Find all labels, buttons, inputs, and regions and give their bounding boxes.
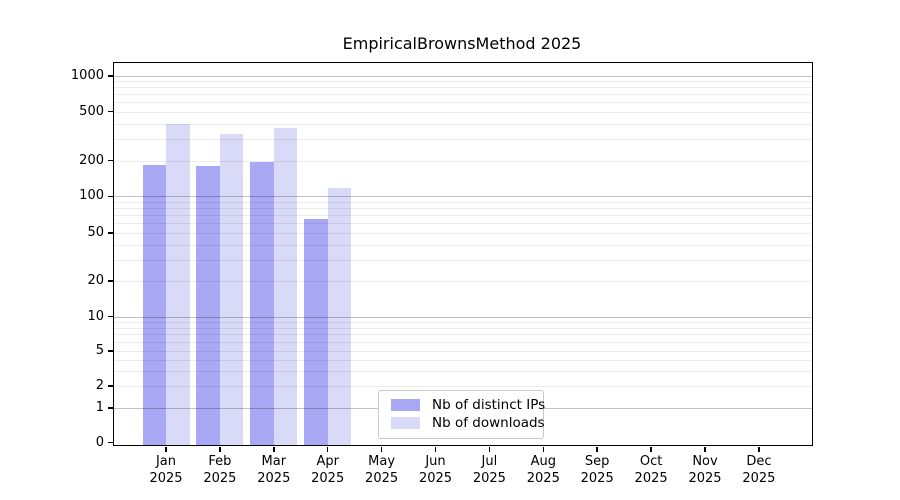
x-tick-mark bbox=[650, 446, 652, 452]
y-tick-label: 20 bbox=[87, 273, 104, 288]
bar-downloads-mar bbox=[273, 128, 298, 445]
bar-downloads-apr bbox=[327, 188, 352, 445]
legend-label-distinct-ips: Nb of distinct IPs bbox=[432, 397, 546, 413]
bar-distinct-ips-apr bbox=[304, 219, 328, 445]
x-tick-label: Aug 2025 bbox=[526, 454, 560, 486]
legend-label-downloads: Nb of downloads bbox=[432, 415, 545, 431]
x-tick-label: May 2025 bbox=[365, 454, 399, 486]
x-tick-label: Dec 2025 bbox=[742, 454, 776, 486]
y-tick-mark bbox=[107, 75, 113, 77]
x-tick-mark bbox=[488, 446, 491, 452]
chart-title: EmpiricalBrownsMethod 2025 bbox=[342, 34, 582, 53]
y-tick-mark bbox=[107, 280, 113, 282]
y-tick-mark bbox=[107, 407, 113, 409]
bar-distinct-ips-feb bbox=[196, 165, 220, 445]
minor-gridline bbox=[114, 138, 812, 140]
y-tick-mark bbox=[107, 315, 113, 318]
x-tick-mark bbox=[758, 446, 760, 452]
bar-downloads-feb bbox=[219, 133, 244, 445]
x-tick-label: Mar 2025 bbox=[257, 454, 291, 486]
minor-gridline bbox=[114, 87, 812, 89]
y-tick-mark bbox=[107, 195, 113, 198]
x-tick-label: Sep 2025 bbox=[580, 454, 614, 486]
legend-swatch-downloads bbox=[391, 417, 420, 429]
y-tick-label: 2 bbox=[95, 378, 104, 393]
y-tick-mark bbox=[107, 110, 113, 113]
bar-distinct-ips-mar bbox=[250, 162, 274, 445]
minor-gridline bbox=[114, 123, 812, 125]
x-tick-label: Apr 2025 bbox=[311, 454, 345, 486]
y-tick-label: 0 bbox=[95, 434, 104, 450]
x-tick-mark bbox=[219, 446, 221, 452]
bar-distinct-ips-jan bbox=[142, 165, 166, 445]
y-tick-mark bbox=[107, 385, 113, 387]
x-tick-mark bbox=[596, 446, 598, 452]
y-tick-mark bbox=[107, 159, 113, 162]
minor-gridline bbox=[114, 81, 812, 83]
x-tick-mark bbox=[326, 446, 329, 452]
minor-gridline bbox=[114, 102, 812, 104]
legend: Nb of distinct IPs Nb of downloads bbox=[378, 390, 546, 439]
y-tick-label: 100 bbox=[79, 188, 104, 204]
bar-downloads-jan bbox=[166, 124, 190, 445]
x-tick-label: Jul 2025 bbox=[472, 454, 506, 486]
y-tick-mark bbox=[107, 441, 113, 444]
x-tick-mark bbox=[165, 446, 167, 452]
y-tick-label: 5 bbox=[95, 343, 104, 358]
x-tick-mark bbox=[542, 446, 545, 452]
minor-gridline bbox=[114, 160, 812, 162]
x-tick-mark bbox=[704, 446, 706, 452]
y-tick-label: 50 bbox=[87, 225, 104, 240]
x-tick-label: Oct 2025 bbox=[634, 454, 668, 486]
y-tick-mark bbox=[107, 350, 113, 352]
x-tick-mark bbox=[273, 446, 275, 452]
legend-item-downloads: Nb of downloads bbox=[379, 414, 545, 432]
y-tick-label: 1000 bbox=[70, 68, 104, 83]
x-tick-label: Jun 2025 bbox=[418, 454, 453, 486]
legend-item-distinct-ips: Nb of distinct IPs bbox=[379, 396, 546, 414]
major-gridline bbox=[114, 76, 812, 77]
y-tick-label: 200 bbox=[79, 152, 104, 168]
minor-gridline bbox=[114, 111, 812, 113]
x-tick-mark bbox=[434, 446, 437, 452]
minor-gridline bbox=[114, 94, 812, 96]
x-tick-mark bbox=[380, 446, 383, 452]
y-tick-label: 500 bbox=[79, 103, 104, 119]
y-tick-mark bbox=[107, 232, 113, 234]
x-tick-label: Feb 2025 bbox=[203, 454, 237, 486]
x-tick-label: Nov 2025 bbox=[688, 454, 722, 486]
y-tick-label: 1 bbox=[95, 400, 104, 415]
plot-area: 0 1 2 5 10 20 50 100 200 500 1000 Jan 2025 Feb 2025 M… bbox=[71, 62, 813, 486]
y-tick-label: 10 bbox=[87, 308, 104, 324]
x-tick-label: Jan 2025 bbox=[149, 454, 183, 486]
legend-swatch-distinct-ips bbox=[391, 399, 420, 411]
